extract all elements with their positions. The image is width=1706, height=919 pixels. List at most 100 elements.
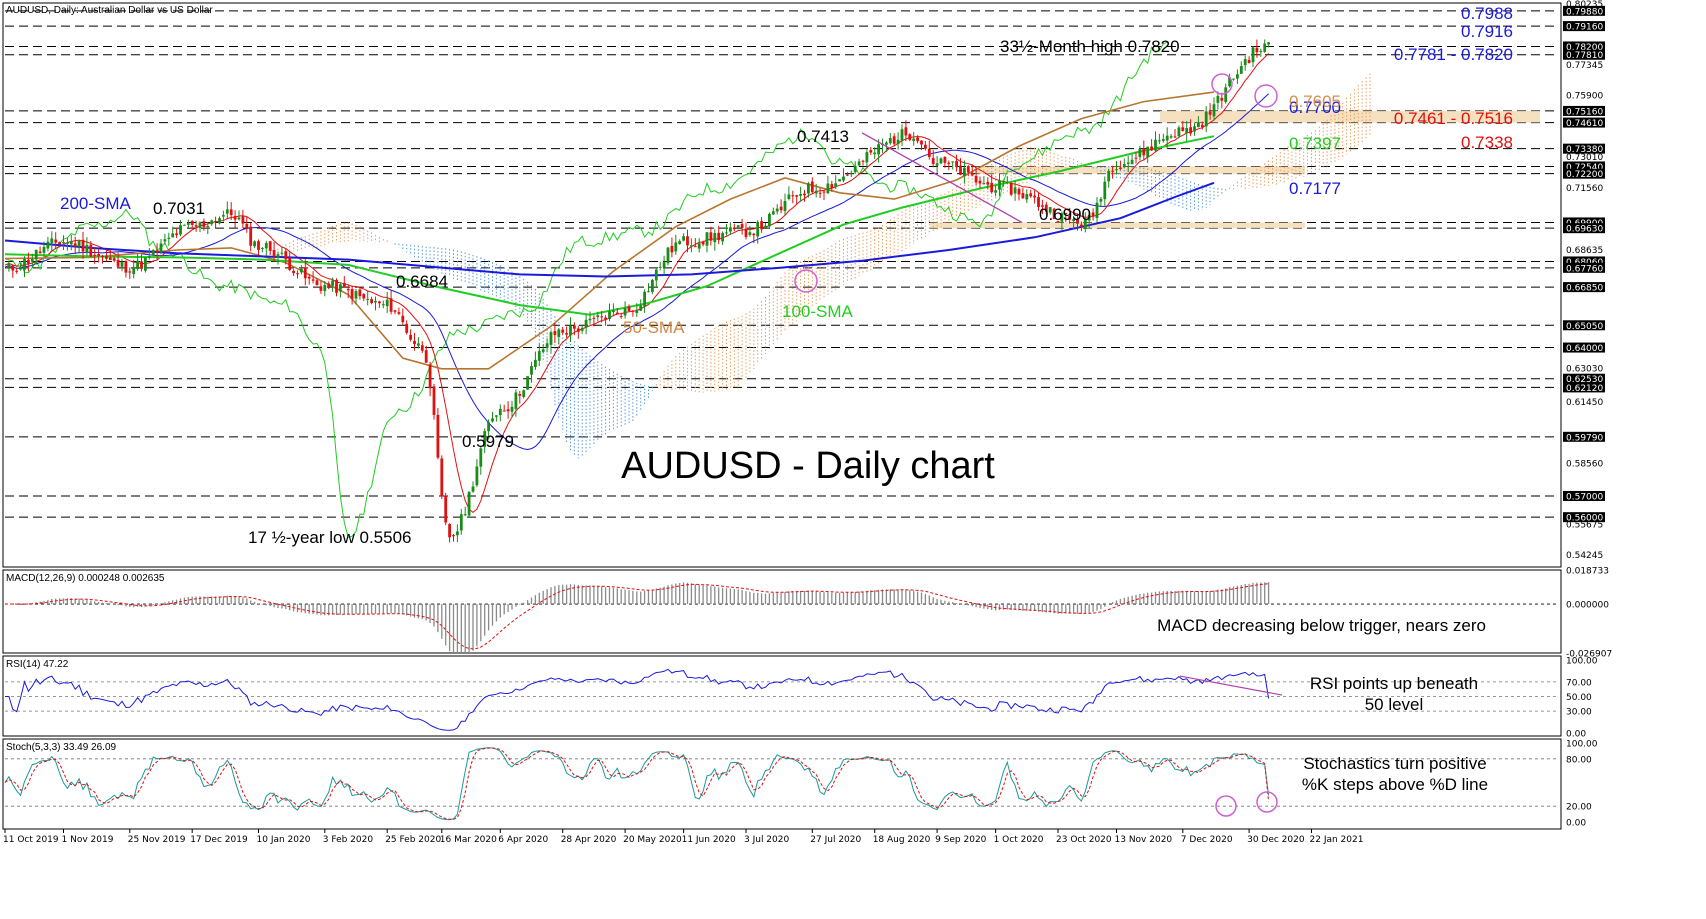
candle-body (233, 216, 237, 220)
price-tick-label: 0.62530 (1566, 375, 1603, 385)
candle-body (116, 259, 120, 267)
candle-body (66, 242, 69, 244)
candle-body (686, 236, 689, 246)
date-tick-label: 10 Jan 2020 (257, 835, 311, 845)
candle-body (966, 166, 970, 173)
candle-body (978, 180, 982, 184)
candle-body (1095, 202, 1099, 218)
macd-panel (2, 569, 1562, 654)
macd-signal-line (4, 583, 1269, 650)
candle-body (222, 215, 225, 217)
candle-body (502, 410, 506, 412)
stoch-tick-label: 0.00 (1566, 819, 1586, 829)
level-7916: 0.7916 (1461, 22, 1513, 41)
date-tick-label: 20 May 2020 (623, 835, 682, 845)
label-100-sma: 100-SMA (782, 302, 854, 321)
candle-body (38, 251, 42, 254)
candle-body (810, 181, 814, 193)
candle-body (1169, 136, 1173, 138)
price-tick-label: 0.58560 (1566, 459, 1603, 469)
candle-body (339, 284, 342, 292)
candle-body (514, 392, 518, 409)
price-tag-bg (1563, 373, 1605, 384)
candle-body (272, 250, 276, 257)
candle-body (924, 144, 927, 149)
annotation-5979: 0.5979 (462, 432, 514, 451)
candle-body (623, 308, 627, 316)
candle-body (908, 134, 912, 140)
candle-body (1099, 198, 1103, 202)
candle-body (912, 138, 916, 141)
candle-body (471, 486, 475, 492)
candle-body (331, 280, 334, 286)
candle-body (307, 276, 311, 279)
candle-body (506, 409, 510, 412)
price-tag-bg (1563, 117, 1605, 128)
candle-body (358, 289, 362, 297)
candle-body (1072, 219, 1075, 222)
candle-body (89, 244, 93, 257)
ma-label-7177: 0.7177 (1289, 179, 1341, 198)
candle-body (405, 323, 409, 333)
candle-body (1068, 215, 1072, 220)
candle-body (713, 233, 717, 243)
candle-body (1033, 195, 1036, 198)
candle-body (186, 223, 190, 225)
candle-body (885, 142, 888, 145)
candle-body (846, 174, 849, 176)
candle-body (693, 246, 697, 248)
candle-body (857, 161, 861, 166)
candle-body (311, 279, 315, 281)
candle-body (947, 162, 951, 165)
candle-body (1052, 208, 1056, 219)
candle-body (456, 531, 459, 536)
price-tag-bg (1563, 342, 1605, 353)
highlight-circle (1215, 795, 1237, 817)
candle-body (998, 180, 1001, 190)
price-tick-label: 0.78200 (1566, 43, 1603, 53)
candle-body (151, 250, 155, 256)
candle-body (1091, 212, 1095, 217)
candle-body (892, 136, 896, 144)
price-tag-bg (1563, 161, 1605, 172)
candle-body (1142, 148, 1146, 156)
price-tick-label: 0.73380 (1566, 145, 1603, 155)
candle-body (674, 242, 678, 252)
annotation-low: 17 ½-year low 0.5506 (248, 528, 412, 547)
candle-body (1204, 111, 1208, 127)
kijun-sen (4, 93, 1269, 451)
price-tag-bg (1563, 143, 1605, 154)
candle-body (701, 241, 705, 245)
candle-body (1076, 219, 1079, 224)
candle-body (869, 150, 873, 153)
candle-body (791, 195, 795, 197)
candle-body (651, 279, 654, 292)
candle-body (830, 184, 834, 189)
stoch-tick-label: 100.00 (1566, 740, 1598, 750)
date-tick-label: 11 Oct 2019 (3, 835, 59, 845)
candle-body (491, 418, 494, 422)
candle-body (643, 291, 646, 307)
candle-body (124, 260, 128, 273)
candle-body (159, 243, 163, 253)
rsi-tick-label: 0.00 (1566, 730, 1586, 740)
candle-body (1200, 124, 1204, 128)
candle-body (81, 239, 85, 252)
date-tick-label: 3 Feb 2020 (323, 835, 374, 845)
highlight-circle (794, 269, 818, 293)
rsi-title: RSI(14) 47.22 (6, 659, 69, 670)
candle-body (237, 217, 241, 220)
price-tag-bg (1563, 217, 1605, 228)
stoch-title: Stoch(5,3,3) 33.49 26.09 (6, 742, 117, 753)
candle-body (112, 258, 116, 261)
candle-body (1154, 139, 1157, 151)
candle-body (413, 340, 416, 344)
candle-body (54, 239, 58, 243)
candle-body (658, 266, 662, 268)
candle-body (619, 316, 623, 318)
highlight-circle (1211, 73, 1233, 95)
candle-body (229, 209, 233, 216)
candle-body (842, 176, 845, 181)
price-tick-label: 0.79160 (1566, 23, 1603, 33)
